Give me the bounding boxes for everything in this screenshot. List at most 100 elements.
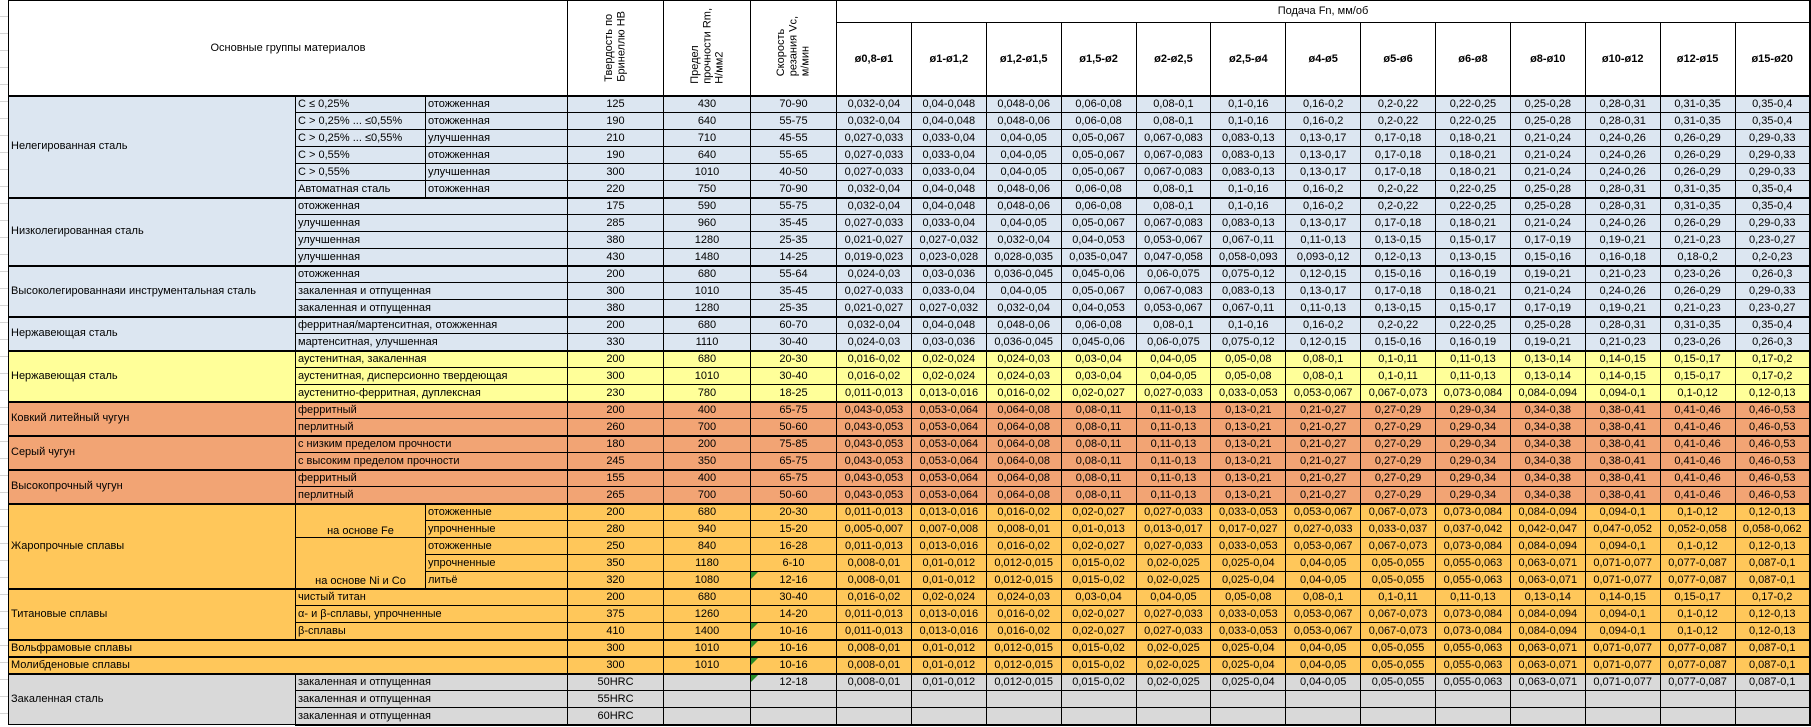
cell-feed-value[interactable]: 0,41-0,46 bbox=[1659, 452, 1736, 470]
cell-feed-value[interactable]: 0,077-0,087 bbox=[1659, 672, 1736, 691]
cell-feed-value[interactable]: 0,01-0,012 bbox=[910, 554, 987, 572]
cell-feed-value[interactable]: 0,04-0,05 bbox=[1135, 587, 1212, 606]
cell-feed-value[interactable]: 0,18-0,2 bbox=[1659, 248, 1736, 266]
cell-feed-value[interactable] bbox=[1509, 690, 1586, 708]
cell-feed-value[interactable]: 0,29-0,34 bbox=[1435, 434, 1511, 453]
cell-feed-value[interactable]: 0,042-0,047 bbox=[1509, 520, 1586, 538]
cell-feed-value[interactable] bbox=[1060, 707, 1137, 726]
cell-feed-value[interactable]: 0,21-0,24 bbox=[1509, 282, 1586, 300]
cell-feed-value[interactable] bbox=[1360, 707, 1436, 726]
cell-feed-value[interactable]: 0,13-0,14 bbox=[1509, 367, 1586, 385]
cell-feed-value[interactable]: 0,027-0,033 bbox=[1135, 502, 1212, 521]
cell-feed-value[interactable]: 0,077-0,087 bbox=[1659, 638, 1736, 657]
cell-cutting-speed[interactable]: 30-40 bbox=[750, 333, 837, 351]
cell-cutting-speed[interactable]: 40-50 bbox=[750, 163, 837, 181]
cell-feed-value[interactable]: 0,075-0,12 bbox=[1210, 264, 1287, 283]
cell-feed-value[interactable] bbox=[1659, 707, 1736, 726]
cell-feed-value[interactable]: 0,008-0,01 bbox=[836, 655, 912, 674]
cell-hardness-hb[interactable]: 375 bbox=[567, 605, 664, 623]
cell-feed-value[interactable]: 0,05-0,055 bbox=[1360, 638, 1436, 657]
cell-material-subgroup[interactable]: Автоматная сталь bbox=[295, 180, 426, 198]
cell-feed-value[interactable]: 0,35-0,4 bbox=[1734, 315, 1811, 334]
cell-strength-rm[interactable]: 1280 bbox=[663, 299, 751, 317]
cell-hardness-hb[interactable]: 380 bbox=[567, 299, 664, 317]
cell-cutting-speed[interactable]: 25-35 bbox=[750, 231, 837, 249]
cell-feed-value[interactable]: 0,02-0,024 bbox=[910, 349, 987, 368]
cell-feed-value[interactable]: 0,01-0,012 bbox=[910, 655, 987, 674]
cell-feed-value[interactable]: 0,055-0,063 bbox=[1435, 571, 1511, 589]
cell-feed-value[interactable]: 0,058-0,062 bbox=[1734, 520, 1811, 538]
cell-feed-value[interactable]: 0,1-0,12 bbox=[1659, 502, 1736, 521]
cell-feed-value[interactable]: 0,22-0,25 bbox=[1435, 94, 1511, 113]
cell-feed-value[interactable] bbox=[1584, 707, 1661, 726]
cell-feed-value[interactable]: 0,033-0,04 bbox=[910, 282, 987, 300]
cell-hardness-hb[interactable]: 300 bbox=[567, 163, 664, 181]
cell-feed-value[interactable]: 0,1-0,11 bbox=[1360, 587, 1436, 606]
cell-hardness-hb[interactable]: 200 bbox=[567, 400, 664, 419]
cell-feed-value[interactable]: 0,027-0,033 bbox=[1135, 605, 1212, 623]
cell-feed-value[interactable]: 0,29-0,33 bbox=[1734, 163, 1811, 181]
cell-hardness-hb[interactable]: 155 bbox=[567, 468, 664, 487]
cell-feed-value[interactable]: 0,045-0,06 bbox=[1060, 333, 1137, 351]
cell-feed-value[interactable]: 0,05-0,08 bbox=[1210, 587, 1287, 606]
cell-feed-value[interactable]: 0,016-0,02 bbox=[985, 605, 1062, 623]
cell-feed-value[interactable]: 0,15-0,17 bbox=[1659, 349, 1736, 368]
cell-cutting-speed[interactable]: 60-70 bbox=[750, 315, 837, 334]
cell-feed-value[interactable]: 0,04-0,05 bbox=[1135, 367, 1212, 385]
cell-feed-value[interactable]: 0,094-0,1 bbox=[1584, 622, 1661, 640]
cell-feed-value[interactable]: 0,043-0,053 bbox=[836, 468, 912, 487]
cell-material-state[interactable]: чистый титан bbox=[295, 587, 568, 606]
cell-feed-value[interactable]: 0,073-0,084 bbox=[1435, 502, 1511, 521]
cell-feed-value[interactable]: 0,08-0,1 bbox=[1135, 112, 1212, 130]
cell-cutting-speed[interactable]: 70-90 bbox=[750, 180, 837, 198]
cell-feed-value[interactable]: 0,46-0,53 bbox=[1734, 434, 1811, 453]
cell-strength-rm[interactable]: 1080 bbox=[663, 571, 751, 589]
cell-feed-value[interactable]: 0,053-0,067 bbox=[1285, 605, 1362, 623]
cell-material-subgroup[interactable]: на основе Fe bbox=[295, 502, 426, 538]
cell-material-state[interactable]: закаленная и отпущенная bbox=[295, 672, 568, 691]
cell-feed-value[interactable]: 0,14-0,15 bbox=[1584, 367, 1661, 385]
cell-feed-value[interactable]: 0,016-0,02 bbox=[985, 622, 1062, 640]
cell-material-subgroup[interactable]: C ≤ 0,25% bbox=[295, 94, 426, 113]
cell-feed-value[interactable]: 0,11-0,13 bbox=[1285, 299, 1362, 317]
cell-feed-value[interactable]: 0,26-0,3 bbox=[1734, 333, 1811, 351]
cell-feed-value[interactable] bbox=[836, 707, 912, 726]
cell-strength-rm[interactable]: 780 bbox=[663, 384, 751, 402]
cell-feed-value[interactable] bbox=[1360, 690, 1436, 708]
cell-feed-value[interactable]: 0,13-0,17 bbox=[1285, 214, 1362, 232]
cell-feed-value[interactable]: 0,048-0,06 bbox=[985, 315, 1062, 334]
cell-feed-value[interactable]: 0,024-0,03 bbox=[836, 333, 912, 351]
cell-feed-value[interactable]: 0,008-0,01 bbox=[985, 520, 1062, 538]
cell-feed-value[interactable]: 0,29-0,34 bbox=[1435, 468, 1511, 487]
cell-feed-value[interactable]: 0,06-0,08 bbox=[1060, 196, 1137, 215]
cell-feed-value[interactable]: 0,08-0,1 bbox=[1285, 587, 1362, 606]
cell-feed-value[interactable]: 0,26-0,29 bbox=[1659, 163, 1736, 181]
cell-feed-value[interactable]: 0,28-0,31 bbox=[1584, 315, 1661, 334]
cell-feed-value[interactable]: 0,016-0,02 bbox=[985, 502, 1062, 521]
cell-cutting-speed[interactable]: 45-55 bbox=[750, 129, 837, 147]
cell-feed-value[interactable]: 0,04-0,05 bbox=[1285, 672, 1362, 691]
cell-feed-value[interactable]: 0,032-0,04 bbox=[836, 180, 912, 198]
cell-material-state[interactable]: с высоким пределом прочности bbox=[295, 452, 568, 470]
cell-feed-value[interactable]: 0,08-0,1 bbox=[1135, 196, 1212, 215]
cell-feed-value[interactable]: 0,067-0,073 bbox=[1360, 384, 1436, 402]
cell-feed-value[interactable]: 0,08-0,11 bbox=[1060, 486, 1137, 504]
cell-feed-value[interactable]: 0,027-0,033 bbox=[1135, 622, 1212, 640]
cell-feed-value[interactable]: 0,027-0,033 bbox=[836, 282, 912, 300]
cell-strength-rm[interactable]: 1260 bbox=[663, 605, 751, 623]
cell-feed-value[interactable]: 0,028-0,035 bbox=[985, 248, 1062, 266]
cell-hardness-hb[interactable]: 200 bbox=[567, 315, 664, 334]
cell-feed-value[interactable]: 0,067-0,073 bbox=[1360, 605, 1436, 623]
cell-material-state[interactable]: отожженная bbox=[425, 146, 568, 164]
cell-feed-value[interactable]: 0,11-0,13 bbox=[1435, 587, 1511, 606]
cell-feed-value[interactable]: 0,067-0,083 bbox=[1135, 129, 1212, 147]
column-header-feed-range[interactable]: ø15-ø20 bbox=[1734, 22, 1811, 96]
cell-feed-value[interactable]: 0,012-0,015 bbox=[985, 655, 1062, 674]
cell-feed-value[interactable]: 0,15-0,17 bbox=[1435, 231, 1511, 249]
cell-feed-value[interactable]: 0,13-0,17 bbox=[1285, 129, 1362, 147]
cell-material-subgroup[interactable]: C > 0,25% ... ≤0,55% bbox=[295, 129, 426, 147]
cell-feed-value[interactable]: 0,13-0,15 bbox=[1360, 299, 1436, 317]
cell-feed-value[interactable]: 0,21-0,23 bbox=[1584, 333, 1661, 351]
cell-feed-value[interactable]: 0,1-0,16 bbox=[1210, 196, 1287, 215]
cell-feed-value[interactable]: 0,04-0,048 bbox=[910, 315, 987, 334]
